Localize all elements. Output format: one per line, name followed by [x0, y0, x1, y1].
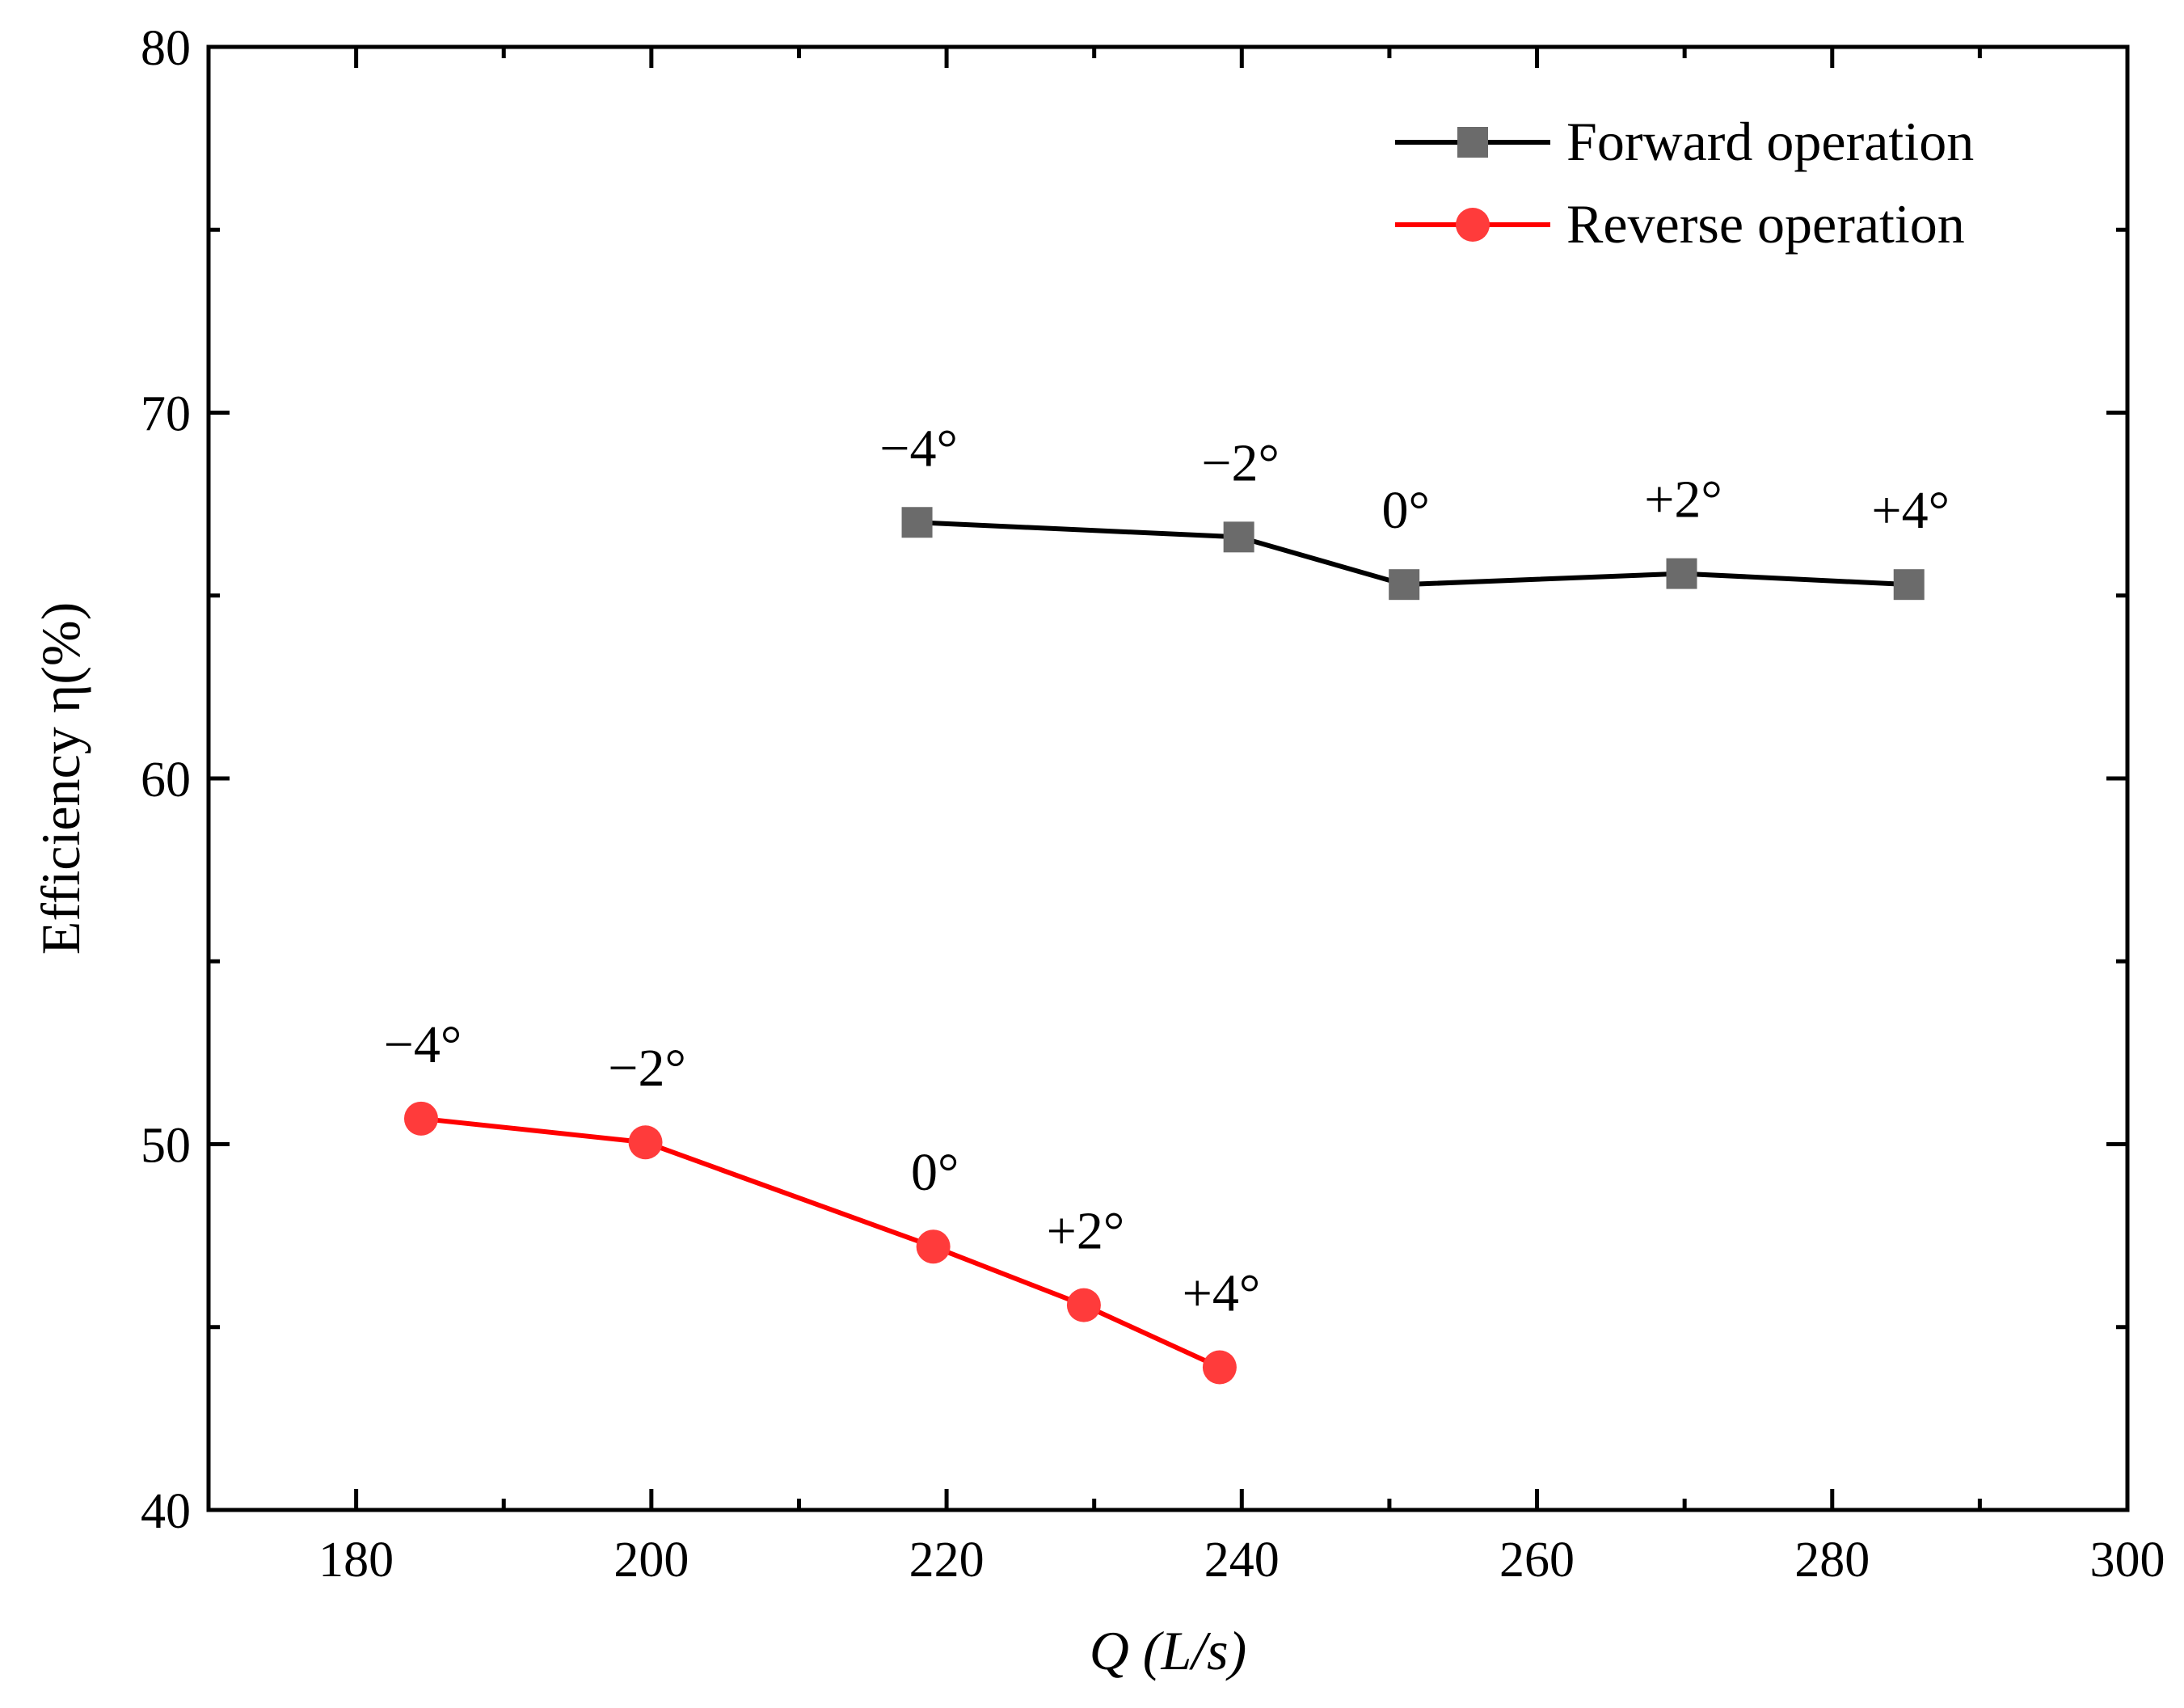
point-label: −4° — [384, 1015, 462, 1074]
x-tick-label: 180 — [318, 1533, 394, 1588]
legend: Forward operation Reverse operation — [1395, 111, 1974, 255]
x-tick-label: 300 — [2090, 1533, 2165, 1588]
point-label: +4° — [1871, 481, 1950, 540]
y-tick-label: 80 — [141, 21, 191, 76]
data-point — [1893, 569, 1925, 601]
point-label: +4° — [1183, 1264, 1261, 1323]
y-tick-label: 70 — [141, 387, 191, 442]
y-tick-label: 50 — [141, 1119, 191, 1174]
series-forward: −4° −2° 0° +2° +4° — [879, 419, 1950, 601]
x-tick-label: 200 — [613, 1533, 689, 1588]
series-reverse: −4° −2° 0° +2° +4° — [384, 1015, 1261, 1385]
point-label: −2° — [1201, 433, 1280, 492]
data-point — [901, 507, 933, 538]
x-axis-title: Q (L/s) — [1090, 1620, 1247, 1681]
legend-label: Forward operation — [1566, 111, 1974, 172]
data-point — [1202, 1350, 1237, 1385]
point-label: −2° — [608, 1039, 686, 1098]
legend-marker — [1456, 208, 1490, 242]
x-tick-label: 240 — [1204, 1533, 1280, 1588]
axes: 180 200 220 240 260 280 300 40 50 60 70 80 Q (L/s) Ef… — [30, 21, 2165, 1681]
point-label: +2° — [1047, 1202, 1125, 1261]
point-label: 0° — [911, 1143, 959, 1202]
data-point — [1389, 569, 1420, 601]
data-point — [916, 1229, 951, 1264]
data-point — [628, 1125, 663, 1160]
legend-marker — [1457, 127, 1488, 158]
data-point — [1666, 558, 1697, 589]
x-tick-label: 280 — [1794, 1533, 1870, 1588]
legend-item-forward: Forward operation — [1395, 111, 1974, 172]
data-point — [403, 1101, 438, 1136]
legend-item-reverse: Reverse operation — [1395, 193, 1965, 255]
x-tick-label: 260 — [1499, 1533, 1575, 1588]
plot-frame — [206, 44, 2130, 1512]
data-point — [1066, 1288, 1101, 1322]
y-tick-label: 40 — [141, 1484, 191, 1539]
series-layer: −4° −2° 0° +2° +4° −4° −2° 0° +2° +4° — [384, 419, 1950, 1385]
data-point — [1223, 521, 1254, 553]
point-label: +2° — [1644, 470, 1722, 529]
y-tick-label: 60 — [141, 753, 191, 808]
legend-label: Reverse operation — [1566, 193, 1965, 255]
x-tick-label: 220 — [909, 1533, 984, 1588]
y-axis-title: Efficiency η(%) — [30, 602, 91, 955]
point-label: −4° — [879, 419, 958, 478]
point-label: 0° — [1381, 481, 1429, 540]
